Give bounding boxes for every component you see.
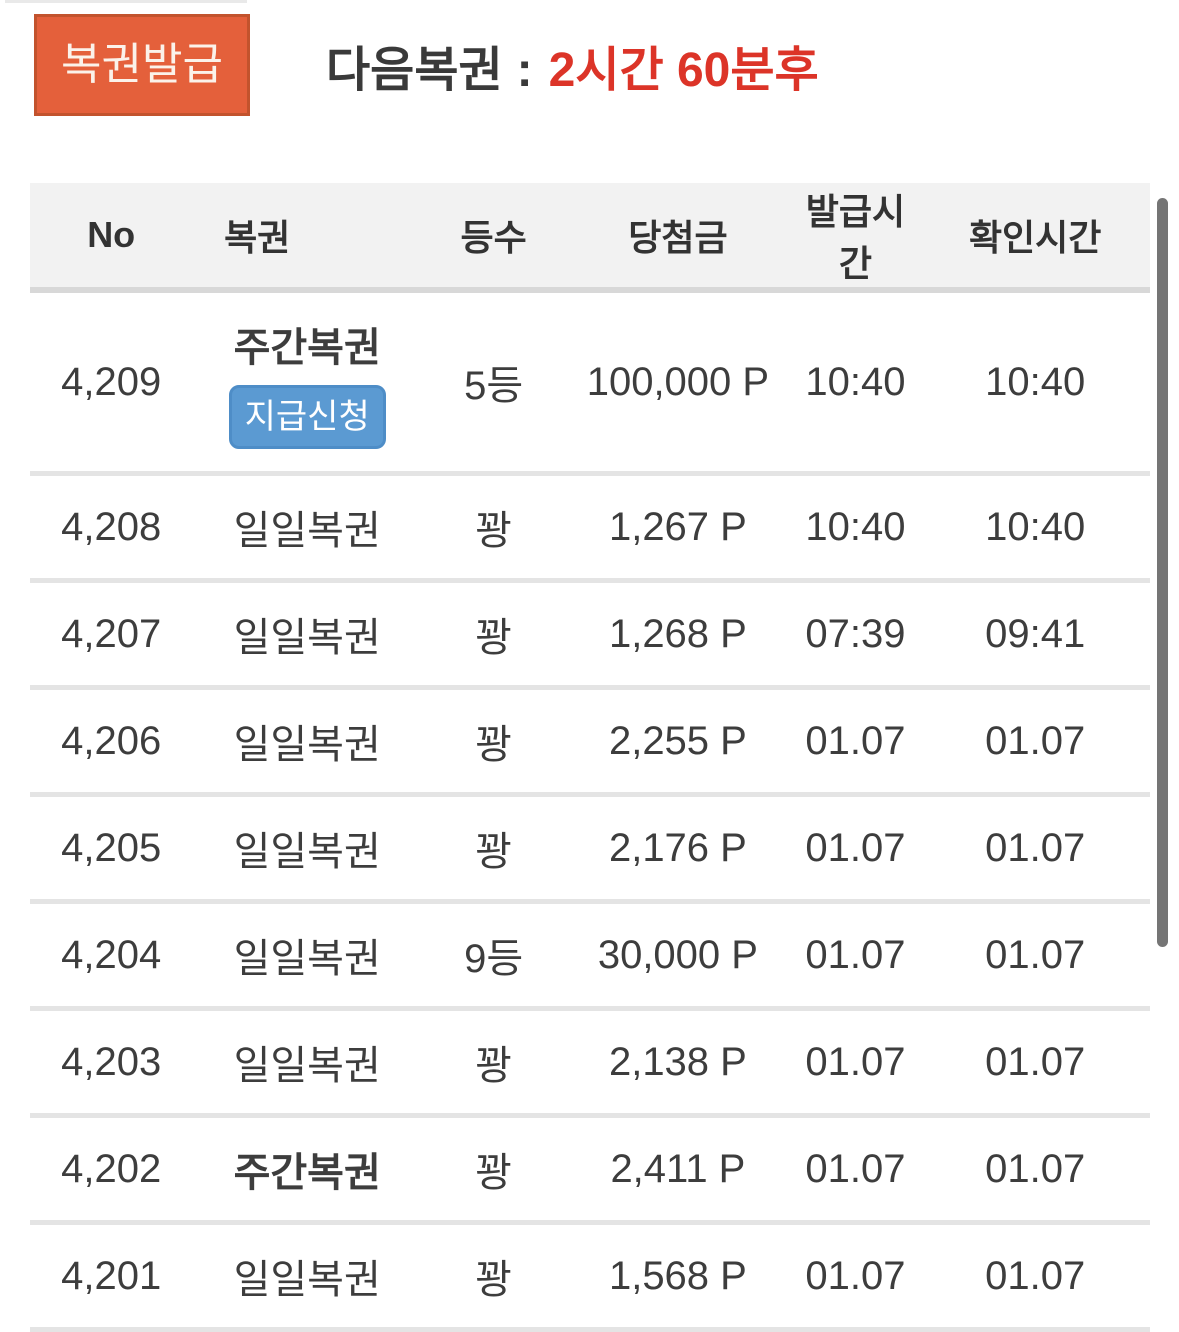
- cell-lottery: 일일복권: [192, 688, 422, 795]
- next-lottery-countdown: 2시간 60분후: [548, 44, 819, 97]
- cell-prize: 2,138 P: [608, 1039, 747, 1084]
- col-header-issue-time: 발급시간: [805, 191, 906, 284]
- scrollbar-thumb[interactable]: [1157, 198, 1168, 947]
- cell-prize: 1,267 P: [608, 504, 747, 549]
- next-lottery-status: 다음복권:2시간 60분후: [326, 30, 819, 100]
- cell-rank: 꽝: [475, 1151, 513, 1195]
- cell-check-time: 01.07: [985, 1253, 1086, 1298]
- table-row: 4,205 일일복권 꽝 2,176 P 01.07 01.07: [30, 795, 1150, 902]
- cell-rank: 꽝: [475, 830, 513, 874]
- page-header: 복권발급 다음복권:2시간 60분후: [34, 14, 819, 116]
- lottery-name: 일일복권: [233, 937, 381, 981]
- col-header-rank: 등수: [460, 217, 527, 258]
- cell-issue-time: 01.07: [805, 1253, 906, 1298]
- cell-prize: 1,568 P: [608, 1253, 747, 1298]
- cell-prize: 30,000 P: [597, 932, 758, 977]
- col-header-check-time: 확인시간: [968, 217, 1102, 258]
- cell-issue-time: 01.07: [805, 932, 906, 977]
- cell-prize: 2,411 P: [610, 1146, 746, 1191]
- cell-check-time: 01.07: [985, 1146, 1086, 1191]
- top-divider: [5, 0, 247, 3]
- cell-rank: 꽝: [475, 1258, 513, 1302]
- next-lottery-label: 다음복권: [326, 44, 503, 97]
- lottery-name: 일일복권: [233, 830, 381, 874]
- cell-no: 4,203: [61, 1039, 162, 1084]
- col-header-no: No: [87, 214, 136, 255]
- lottery-name: 주간복권: [233, 326, 381, 370]
- lottery-name: 일일복권: [233, 723, 381, 767]
- cell-issue-time: 01.07: [805, 718, 906, 763]
- cell-prize: 2,255 P: [608, 718, 747, 763]
- cell-lottery: 주간복권: [192, 1116, 422, 1223]
- cell-lottery: 일일복권: [192, 1009, 422, 1116]
- cell-rank: 9등: [464, 937, 524, 981]
- lottery-name: 일일복권: [233, 509, 381, 553]
- table-header-row: No 복권 등수 당첨금 발급시간 확인시간: [30, 183, 1150, 290]
- cell-no: 4,201: [61, 1253, 162, 1298]
- cell-no: 4,207: [61, 611, 162, 656]
- cell-issue-time: 07:39: [805, 611, 906, 656]
- table-row: 4,202 주간복권 꽝 2,411 P 01.07 01.07: [30, 1116, 1150, 1223]
- col-header-prize: 당첨금: [628, 217, 728, 258]
- cell-no: 4,208: [61, 504, 162, 549]
- cell-lottery: 일일복권: [192, 581, 422, 688]
- lottery-issue-button[interactable]: 복권발급: [34, 14, 250, 116]
- cell-issue-time: 01.07: [805, 825, 906, 870]
- cell-check-time: 10:40: [985, 359, 1086, 404]
- cell-issue-time: 01.07: [805, 1146, 906, 1191]
- table-row: 4,204 일일복권 9등 30,000 P 01.07 01.07: [30, 902, 1150, 1009]
- cell-check-time: 01.07: [985, 718, 1086, 763]
- payment-request-button[interactable]: 지급신청: [228, 385, 386, 449]
- table-row: 4,208 일일복권 꽝 1,267 P 10:40 10:40: [30, 474, 1150, 581]
- next-lottery-colon: :: [516, 44, 533, 97]
- cell-prize: 1,268 P: [608, 611, 747, 656]
- cell-rank: 꽝: [475, 723, 513, 767]
- cell-lottery: 일일복권: [192, 795, 422, 902]
- cell-rank: 5등: [464, 364, 524, 408]
- cell-check-time: 09:41: [985, 611, 1086, 656]
- lottery-name: 일일복권: [233, 1258, 381, 1302]
- table-row: 4,206 일일복권 꽝 2,255 P 01.07 01.07: [30, 688, 1150, 795]
- cell-no: 4,204: [61, 932, 162, 977]
- cell-lottery: 일일복권: [192, 474, 422, 581]
- table-row: 4,209 주간복권 지급신청 5등 100,000 P 10:40 10:40: [30, 290, 1150, 474]
- table-row: 4,201 일일복권 꽝 1,568 P 01.07 01.07: [30, 1223, 1150, 1330]
- cell-check-time: 01.07: [985, 825, 1086, 870]
- cell-rank: 꽝: [475, 509, 513, 553]
- cell-issue-time: 01.07: [805, 1039, 906, 1084]
- cell-lottery: 일일복권: [192, 1223, 422, 1330]
- lottery-name: 일일복권: [233, 616, 381, 660]
- cell-no: 4,202: [61, 1146, 162, 1191]
- cell-check-time: 10:40: [985, 504, 1086, 549]
- table-row: 4,207 일일복권 꽝 1,268 P 07:39 09:41: [30, 581, 1150, 688]
- cell-check-time: 01.07: [985, 932, 1086, 977]
- cell-lottery: 일일복권: [192, 902, 422, 1009]
- cell-issue-time: 10:40: [805, 359, 906, 404]
- col-header-lottery: 복권: [224, 217, 291, 258]
- cell-no: 4,209: [61, 359, 162, 404]
- cell-rank: 꽝: [475, 616, 513, 660]
- cell-no: 4,205: [61, 825, 162, 870]
- cell-prize: 2,176 P: [608, 825, 747, 870]
- lottery-name: 일일복권: [233, 1044, 381, 1088]
- cell-issue-time: 10:40: [805, 504, 906, 549]
- lottery-name: 주간복권: [233, 1151, 381, 1195]
- cell-rank: 꽝: [475, 1044, 513, 1088]
- table-row: 4,203 일일복권 꽝 2,138 P 01.07 01.07: [30, 1009, 1150, 1116]
- cell-check-time: 01.07: [985, 1039, 1086, 1084]
- cell-prize: 100,000 P: [586, 359, 770, 404]
- cell-no: 4,206: [61, 718, 162, 763]
- lottery-history-table: No 복권 등수 당첨금 발급시간 확인시간 4,209 주간복권 지급신청 5…: [30, 183, 1150, 1332]
- cell-lottery: 주간복권 지급신청: [192, 290, 422, 474]
